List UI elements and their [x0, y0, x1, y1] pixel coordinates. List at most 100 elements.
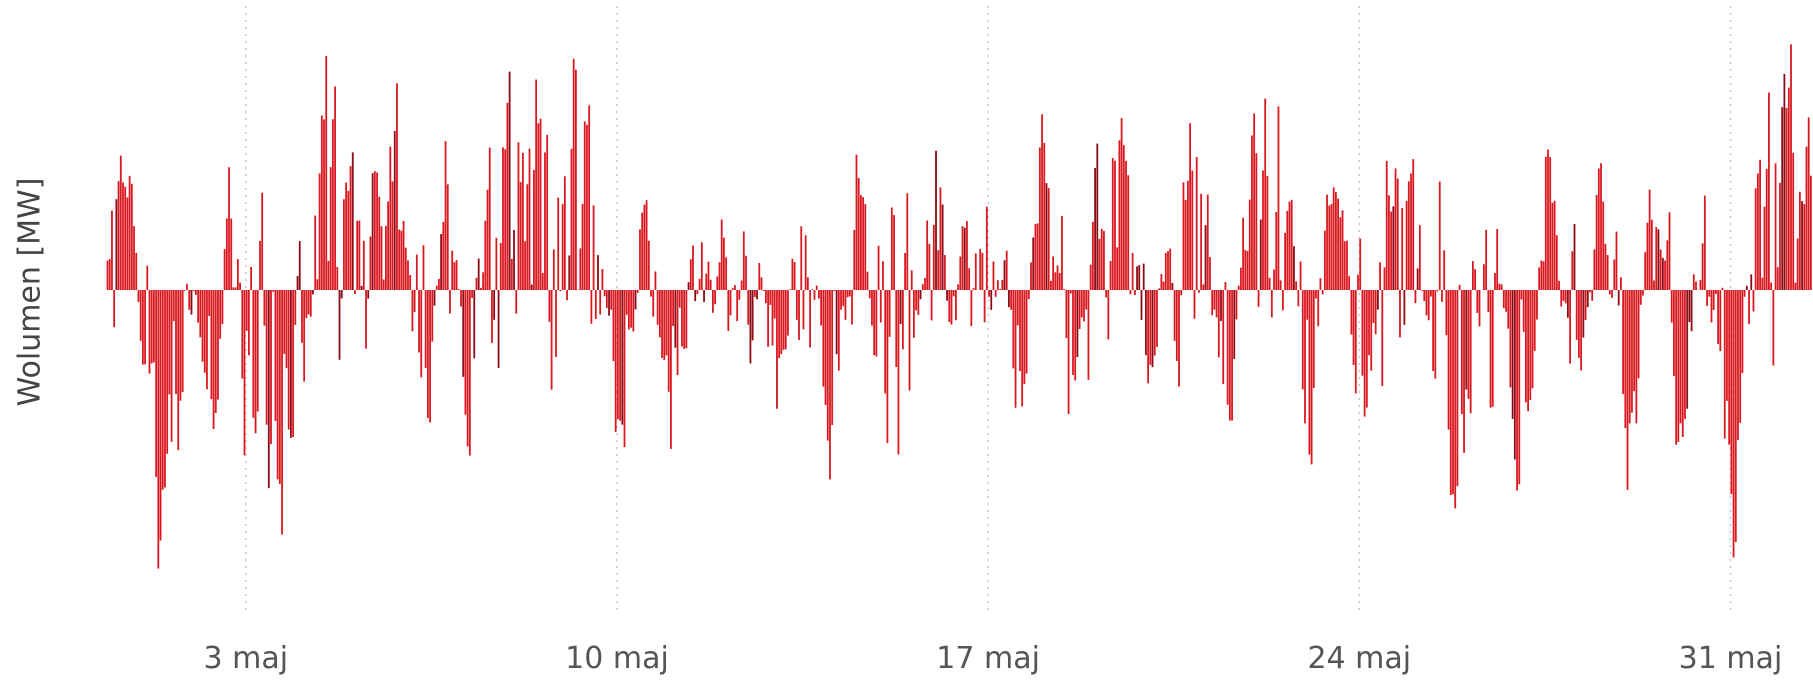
volume-bar [544, 152, 546, 290]
volume-bar [1441, 290, 1443, 302]
volume-bar [109, 259, 111, 290]
volume-bar [1726, 290, 1728, 401]
volume-bar [1426, 290, 1428, 315]
volume-bar [860, 195, 862, 290]
volume-bar [911, 270, 913, 290]
volume-bar [1107, 290, 1109, 339]
volume-bar [719, 262, 721, 290]
volume-bar [1651, 220, 1653, 290]
volume-bar [1094, 168, 1096, 290]
volume-bar [902, 290, 904, 349]
volume-bar [465, 290, 467, 415]
volume-bar [566, 290, 568, 300]
volume-bar [1779, 183, 1781, 290]
volume-bar [1225, 282, 1227, 290]
volume-bar [875, 290, 877, 357]
volume-bar [725, 257, 727, 290]
volume-bar [1200, 194, 1202, 290]
volume-bar [334, 86, 336, 290]
volume-bar [1333, 187, 1335, 290]
volume-bar [1116, 247, 1118, 290]
volume-bar [279, 290, 281, 484]
volume-bar [389, 147, 391, 291]
volume-bar [356, 221, 358, 290]
volume-bar [1315, 290, 1317, 298]
volume-bar [1220, 290, 1222, 321]
volume-bar [613, 290, 615, 361]
volume-bar [1560, 290, 1562, 307]
volume-bar [1806, 147, 1808, 290]
volume-bar [714, 290, 716, 304]
volume-bar [1065, 290, 1067, 338]
volume-bar [244, 290, 246, 455]
volume-bar [1344, 241, 1346, 290]
volume-bar [1503, 290, 1505, 308]
volume-bar [507, 103, 509, 290]
volume-bar [621, 290, 623, 425]
volume-bar [301, 290, 303, 343]
volume-bar [1810, 176, 1812, 290]
volume-bar [520, 182, 522, 290]
volume-bar [1664, 260, 1666, 290]
volume-bar [374, 171, 376, 290]
volume-bar [1618, 290, 1620, 305]
volume-bar [964, 228, 966, 290]
volume-bar [1187, 181, 1189, 290]
volume-bar [882, 261, 884, 290]
volume-bar [1169, 249, 1171, 290]
volume-bar [396, 83, 398, 290]
volume-bar [752, 290, 754, 340]
volume-bar [1578, 290, 1580, 358]
volume-bar [197, 290, 199, 323]
volume-bar [1156, 290, 1158, 347]
volume-bar [750, 290, 752, 364]
volume-bar [595, 290, 597, 319]
volume-bar [111, 211, 113, 290]
volume-bar [294, 290, 296, 325]
volume-bar [738, 290, 740, 300]
volume-bar [484, 221, 486, 290]
volume-bar [1286, 211, 1288, 290]
volume-bar [1691, 290, 1693, 331]
volume-bar [1348, 276, 1350, 290]
volume-bar [511, 259, 513, 290]
volume-bar [1264, 99, 1266, 290]
volume-bar [1141, 290, 1143, 320]
volume-bar [1362, 290, 1364, 376]
volume-bar [887, 290, 889, 443]
volume-bar [1543, 261, 1545, 290]
volume-bar [1138, 265, 1140, 290]
volume-bar [1417, 268, 1419, 290]
volume-bar [1233, 290, 1235, 359]
volume-bar [1792, 153, 1794, 290]
volume-bar [336, 267, 338, 290]
volume-bar [847, 290, 849, 297]
volume-bar [1251, 136, 1253, 290]
volume-bar [1501, 284, 1503, 290]
volume-bar [383, 280, 385, 290]
volume-bar [343, 199, 345, 290]
volume-bar [674, 290, 676, 348]
volume-bar [1408, 181, 1410, 290]
volume-bar [215, 290, 217, 413]
volume-bar [732, 288, 734, 290]
volume-bar [1211, 290, 1213, 315]
volume-bar [765, 290, 767, 303]
volume-bar [820, 290, 822, 325]
volume-bar [670, 290, 672, 449]
volume-bar [657, 290, 659, 325]
volume-bar [1293, 246, 1295, 290]
volume-bar [146, 266, 148, 290]
volume-bar [1766, 169, 1768, 290]
volume-bar [926, 221, 928, 290]
volume-bar [917, 290, 919, 315]
volume-bar [1130, 290, 1132, 294]
volume-bar [699, 279, 701, 290]
volume-bar [608, 290, 610, 316]
volume-bar [365, 290, 367, 349]
volume-bar [427, 290, 429, 418]
volume-bar [1574, 224, 1576, 290]
volume-bar [1567, 290, 1569, 318]
volume-bar [1337, 199, 1339, 290]
